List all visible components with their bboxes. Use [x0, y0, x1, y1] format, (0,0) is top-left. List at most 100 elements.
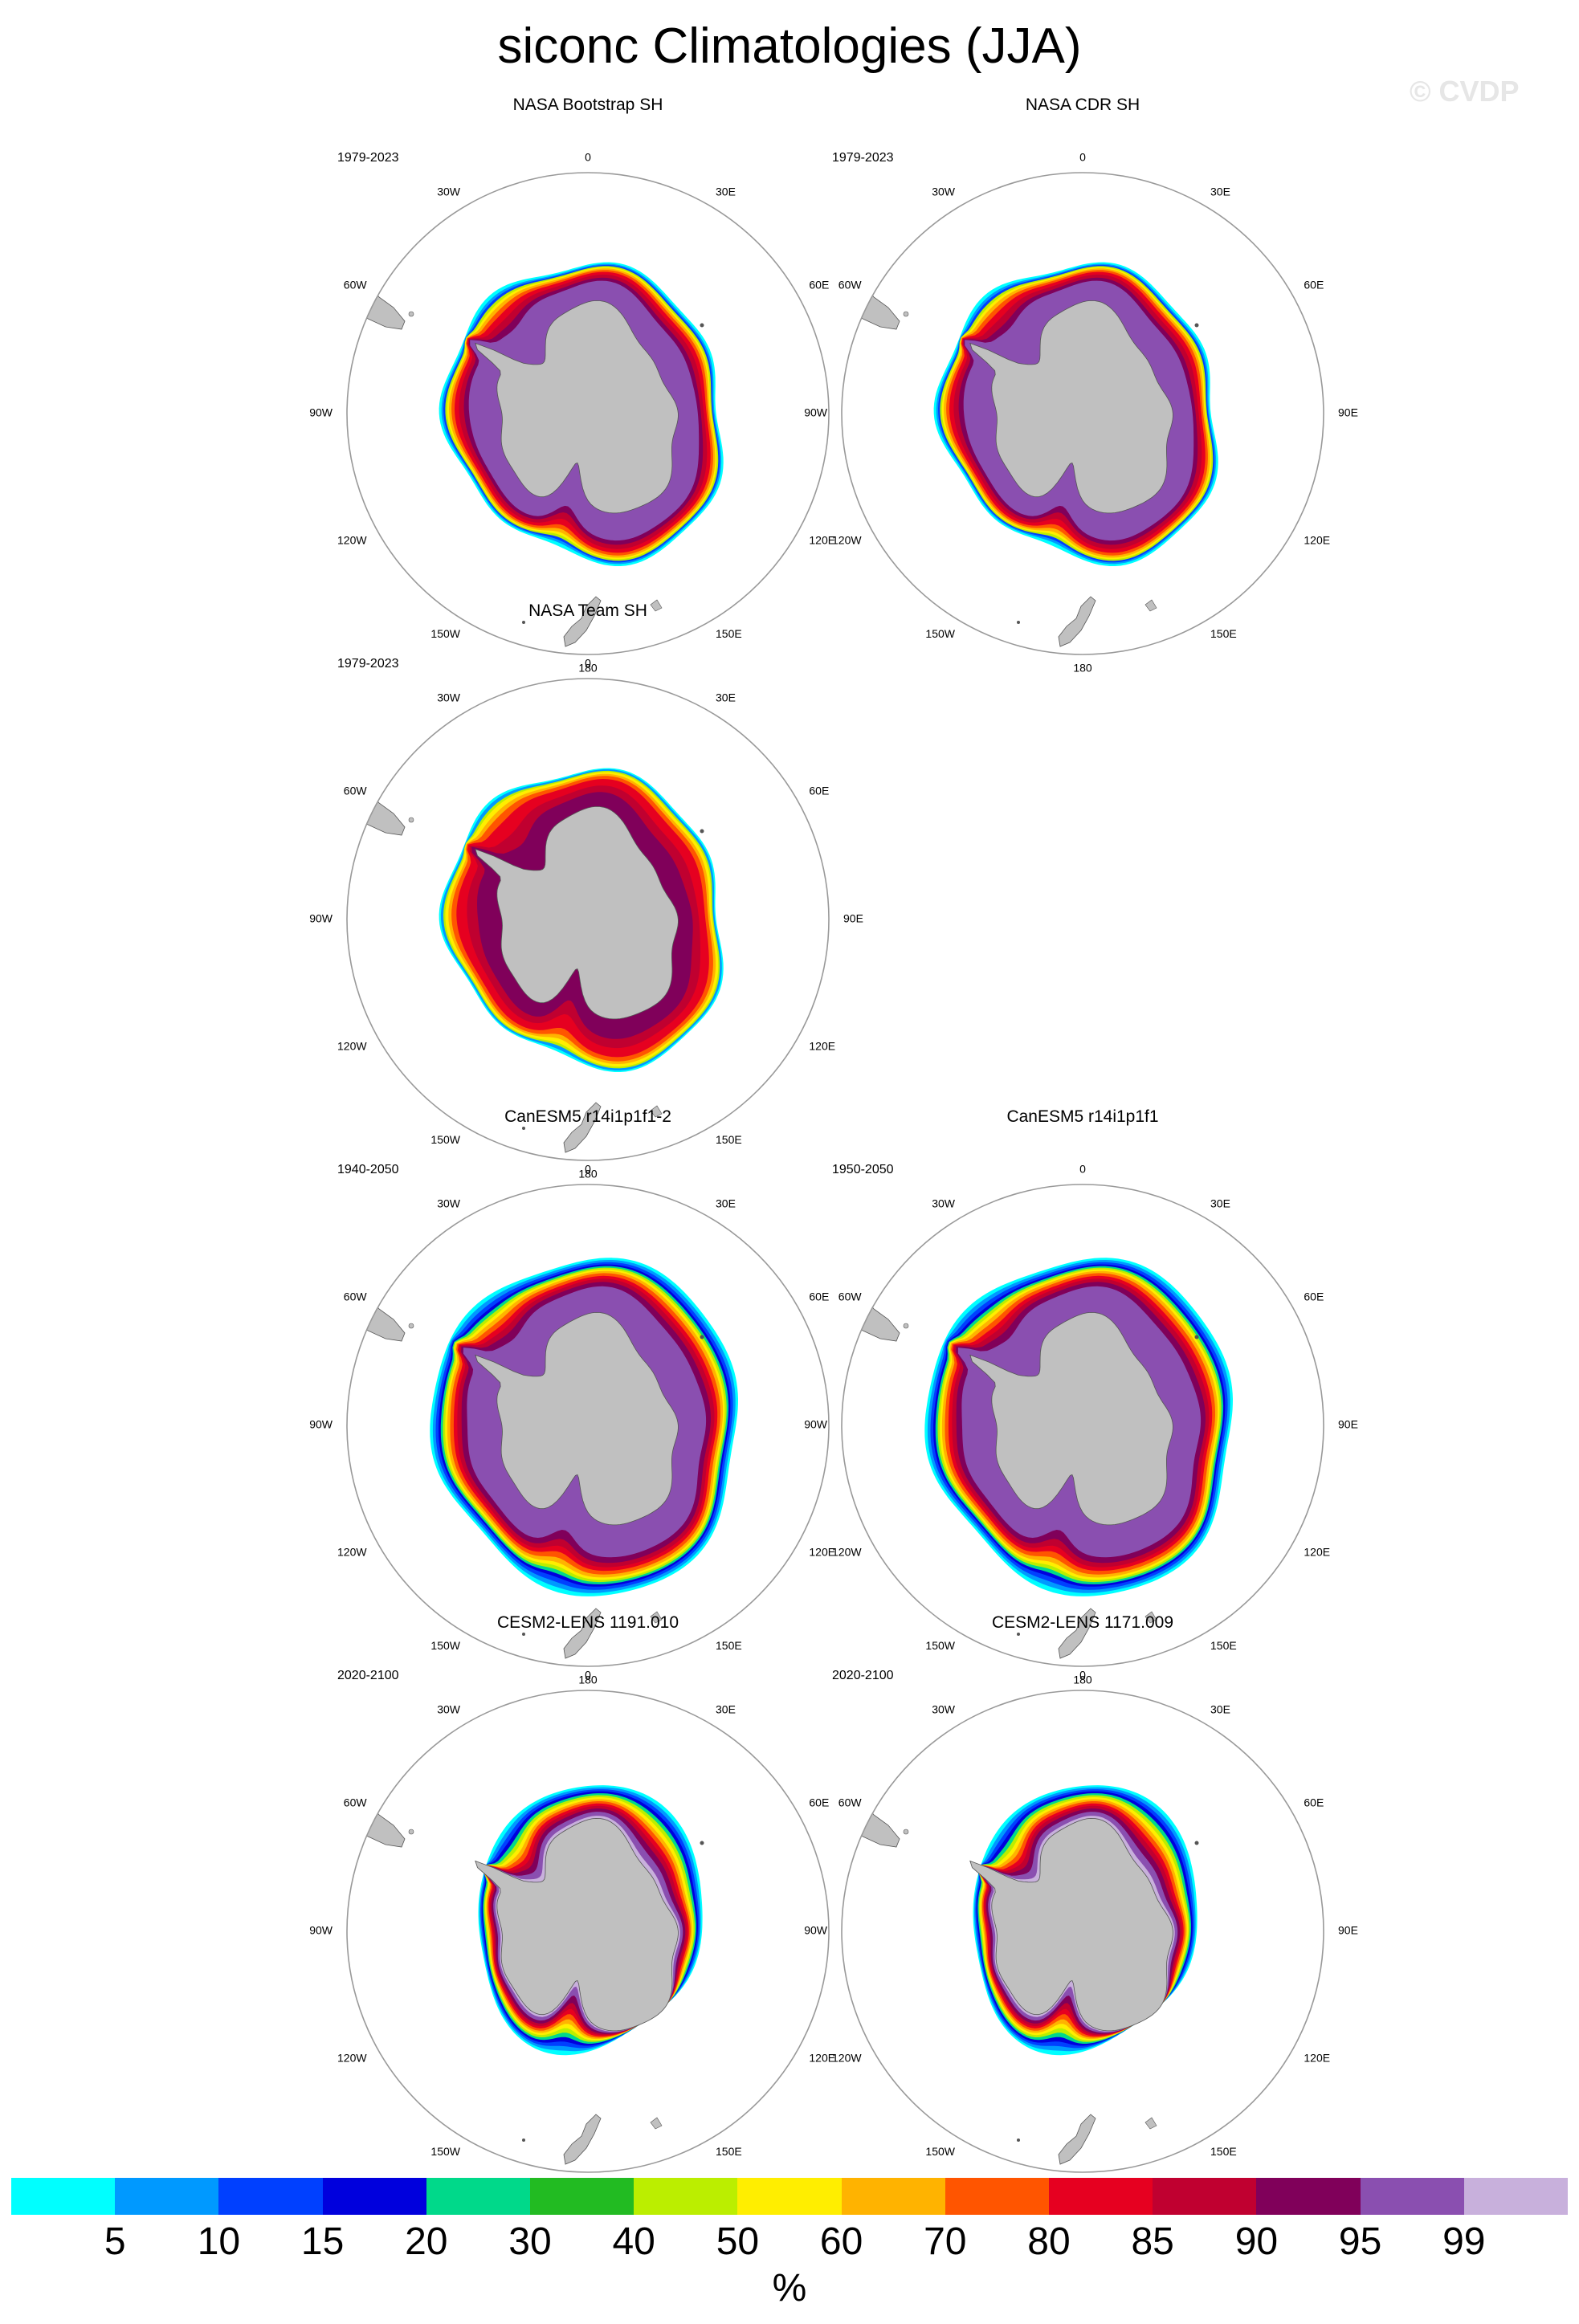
longitude-label: 120W [337, 1040, 367, 1053]
antarctica-land [475, 1311, 679, 1526]
new-zealand-land [1058, 2114, 1096, 2165]
longitude-label: 90E [1338, 1924, 1358, 1937]
colorbar-label: 50 [716, 2220, 760, 2263]
longitude-label: 150E [716, 2145, 742, 2158]
longitude-label: 150W [925, 1639, 955, 1652]
longitude-label: 180 [1073, 1674, 1092, 1686]
longitude-label: 150W [430, 2145, 460, 2158]
longitude-label: 0 [1079, 1163, 1086, 1176]
cvdp-watermark: © CVDP [1410, 75, 1520, 108]
longitude-label: 150E [1210, 627, 1237, 640]
map-panel: NASA Bootstrap SH1979-2023030E60E90E120E… [309, 96, 863, 675]
longitude-label: 0 [585, 657, 591, 670]
longitude-label: 90W [804, 1418, 828, 1431]
antarctica-land [969, 1817, 1173, 2032]
map-panel: NASA CDR SH 1979-2023 0 30E 60E 90E 120E 150E 18… [804, 96, 1358, 675]
colorbar [11, 2178, 1569, 2215]
longitude-label: 180 [1073, 662, 1092, 675]
panel-title: CanESM5 r14i1p1f1 [1006, 1107, 1159, 1126]
longitude-label: 0 [585, 1669, 591, 1682]
colorbar-segment [737, 2178, 842, 2215]
figure-title: siconc Climatologies (JJA) [497, 18, 1082, 74]
longitude-label: 30E [1210, 1702, 1230, 1715]
longitude-label: 90W [309, 406, 333, 419]
longitude-label: 150E [716, 1133, 742, 1146]
colorbar-segment [426, 2178, 531, 2215]
longitude-label: 30E [716, 691, 736, 703]
longitude-label: 120W [337, 2052, 367, 2065]
antarctica-land [475, 300, 679, 514]
longitude-label: 60W [344, 279, 368, 292]
panel-title: NASA CDR SH [1025, 96, 1140, 114]
colorbar-label: 10 [197, 2220, 241, 2263]
map-panel: CESM2-LENS 1171.009 2020-2100 0 30E 60E 90E 12… [804, 1613, 1358, 2192]
longitude-label: 120W [832, 534, 862, 547]
colorbar-segment [634, 2178, 738, 2215]
longitude-label: 0 [1079, 1669, 1086, 1682]
longitude-label: 120W [337, 1546, 367, 1559]
longitude-label: 60E [1304, 1290, 1324, 1303]
panel-period: 1979-2023 [337, 151, 399, 165]
antarctica-land [475, 805, 679, 1020]
map-panel: CanESM5 r14i1p1f1-21940-2050030E60E90E12… [309, 1107, 863, 1686]
longitude-label: 150W [430, 1639, 460, 1652]
longitude-label: 60W [344, 1290, 368, 1303]
longitude-label: 120E [809, 2052, 835, 2065]
panel-period: 1979-2023 [337, 657, 399, 671]
longitude-label: 120E [809, 1546, 835, 1559]
longitude-label: 90W [309, 912, 333, 925]
longitude-label: 30E [716, 1197, 736, 1209]
longitude-label: 120E [1304, 2052, 1330, 2065]
longitude-label: 150E [716, 627, 742, 640]
longitude-label: 120E [809, 1040, 835, 1053]
colorbar-segment [1360, 2178, 1464, 2215]
longitude-label: 180 [578, 1674, 598, 1686]
longitude-label: 120W [832, 2052, 862, 2065]
longitude-label: 30W [932, 185, 956, 198]
longitude-label: 30E [1210, 185, 1230, 198]
longitude-label: 150E [1210, 2145, 1237, 2158]
colorbar-segment [841, 2178, 945, 2215]
longitude-label: 30W [437, 1197, 461, 1209]
antarctica-land [969, 300, 1173, 514]
longitude-label: 60E [809, 279, 829, 292]
longitude-label: 120W [832, 1546, 862, 1559]
colorbar-label: 20 [405, 2220, 448, 2263]
longitude-label: 180 [578, 1168, 598, 1180]
panel-title: CESM2-LENS 1171.009 [991, 1613, 1174, 1632]
colorbar-label: 80 [1027, 2220, 1071, 2263]
colorbar-label: 15 [300, 2220, 345, 2263]
new-zealand-land [563, 1608, 602, 1659]
longitude-label: 90W [309, 1924, 333, 1937]
colorbar-label: 95 [1338, 2220, 1382, 2263]
panel-title: NASA Team SH [528, 601, 647, 620]
colorbar-segment [11, 2178, 116, 2215]
longitude-label: 0 [585, 151, 591, 164]
colorbar-segment [322, 2178, 426, 2215]
panel-period: 1979-2023 [832, 151, 894, 165]
longitude-label: 60W [838, 1290, 863, 1303]
new-zealand-land [1058, 1608, 1096, 1659]
longitude-label: 120E [809, 534, 835, 547]
longitude-label: 30E [1210, 1197, 1230, 1209]
colorbar-segment [1463, 2178, 1569, 2215]
map-panel: CESM2-LENS 1191.0102020-2100030E60E90E12… [309, 1613, 863, 2192]
panel-period: 2020-2100 [337, 1669, 399, 1682]
longitude-label: 60W [838, 279, 863, 292]
panel-period: 1940-2050 [337, 1163, 399, 1176]
longitude-label: 120W [337, 534, 367, 547]
panel-period: 1950-2050 [832, 1163, 894, 1176]
longitude-label: 30W [437, 185, 461, 198]
longitude-label: 90W [804, 1924, 828, 1937]
colorbar-label: 85 [1131, 2220, 1174, 2263]
colorbar-segment [1049, 2178, 1153, 2215]
longitude-label: 30E [716, 1702, 736, 1715]
antarctica-land [475, 1817, 679, 2032]
longitude-label: 30E [716, 185, 736, 198]
map-panel: CanESM5 r14i1p1f1 1950-2050 0 30E 60E 90E 120E… [804, 1107, 1358, 1686]
longitude-label: 150W [925, 627, 955, 640]
panel-period: 2020-2100 [832, 1669, 894, 1682]
